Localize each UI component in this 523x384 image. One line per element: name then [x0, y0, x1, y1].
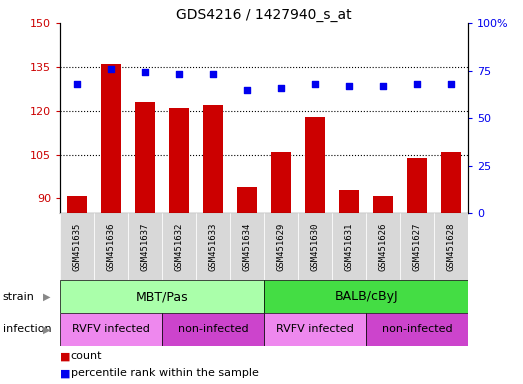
Bar	[366, 213, 400, 280]
Point	[243, 86, 252, 93]
Bar	[203, 105, 223, 213]
Bar	[162, 313, 264, 346]
Text: GSM451634: GSM451634	[243, 223, 252, 271]
Bar	[60, 213, 94, 280]
Bar	[373, 195, 393, 213]
Text: BALB/cByJ: BALB/cByJ	[334, 290, 398, 303]
Bar	[339, 190, 359, 213]
Bar	[237, 187, 257, 213]
Bar	[230, 213, 264, 280]
Bar	[94, 213, 128, 280]
Bar	[264, 213, 298, 280]
Bar	[60, 280, 264, 313]
Point	[379, 83, 388, 89]
Point	[107, 66, 116, 72]
Text: GSM451633: GSM451633	[209, 223, 218, 271]
Bar	[271, 152, 291, 213]
Bar	[128, 213, 162, 280]
Text: ■: ■	[60, 368, 71, 378]
Text: GSM451631: GSM451631	[345, 223, 354, 271]
Bar	[101, 64, 121, 213]
Bar	[400, 213, 434, 280]
Bar	[264, 280, 468, 313]
Text: MBT/Pas: MBT/Pas	[136, 290, 188, 303]
Point	[311, 81, 320, 87]
Bar	[264, 313, 366, 346]
Point	[277, 84, 286, 91]
Bar	[298, 213, 332, 280]
Text: non-infected: non-infected	[382, 324, 452, 334]
Point	[175, 71, 184, 78]
Bar	[60, 313, 162, 346]
Bar	[441, 152, 461, 213]
Text: ▶: ▶	[43, 324, 50, 334]
Text: GSM451637: GSM451637	[141, 223, 150, 271]
Point	[73, 81, 82, 87]
Text: non-infected: non-infected	[178, 324, 248, 334]
Point	[345, 83, 354, 89]
Text: GSM451629: GSM451629	[277, 223, 286, 271]
Bar	[135, 102, 155, 213]
Text: GSM451636: GSM451636	[107, 223, 116, 271]
Text: GSM451628: GSM451628	[447, 223, 456, 271]
Text: RVFV infected: RVFV infected	[72, 324, 150, 334]
Text: GSM451626: GSM451626	[379, 223, 388, 271]
Text: GSM451632: GSM451632	[175, 223, 184, 271]
Bar	[305, 117, 325, 213]
Point	[209, 71, 218, 78]
Text: count: count	[71, 351, 102, 361]
Bar	[67, 195, 87, 213]
Text: RVFV infected: RVFV infected	[276, 324, 354, 334]
Text: strain: strain	[3, 291, 35, 302]
Point	[413, 81, 422, 87]
Text: percentile rank within the sample: percentile rank within the sample	[71, 368, 258, 378]
Text: infection: infection	[3, 324, 51, 334]
Bar	[196, 213, 230, 280]
Title: GDS4216 / 1427940_s_at: GDS4216 / 1427940_s_at	[176, 8, 352, 22]
Bar	[434, 213, 468, 280]
Bar	[162, 213, 196, 280]
Text: ▶: ▶	[43, 291, 50, 302]
Bar	[169, 108, 189, 213]
Point	[141, 70, 150, 76]
Text: GSM451627: GSM451627	[413, 223, 422, 271]
Text: ■: ■	[60, 351, 71, 361]
Text: GSM451635: GSM451635	[73, 223, 82, 271]
Bar	[332, 213, 366, 280]
Text: GSM451630: GSM451630	[311, 223, 320, 271]
Point	[447, 81, 456, 87]
Bar	[366, 313, 468, 346]
Bar	[407, 157, 427, 213]
